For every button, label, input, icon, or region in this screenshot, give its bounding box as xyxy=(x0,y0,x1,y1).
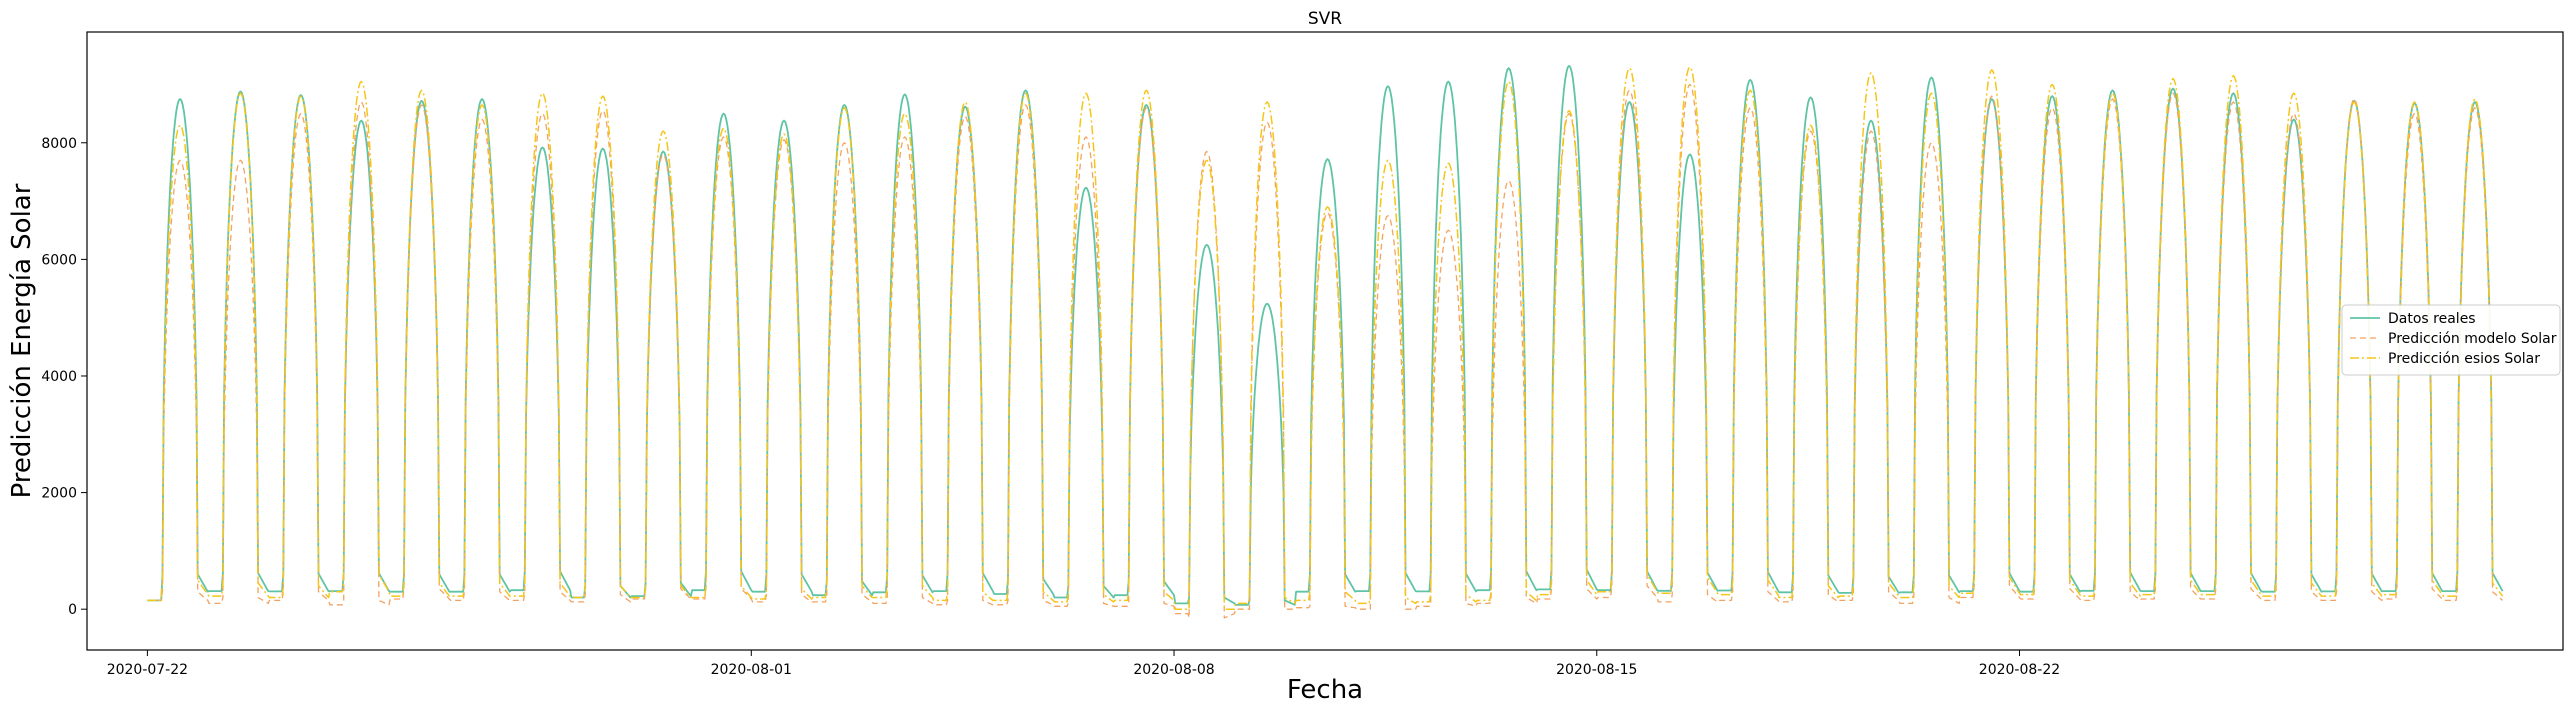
y-axis: 0 2000 4000 6000 8000 xyxy=(41,136,87,618)
series-line-3 xyxy=(147,66,2504,610)
legend-label: Predicción modelo Solar xyxy=(2388,331,2557,347)
y-axis-title: Predicción Energía Solar xyxy=(7,183,37,498)
x-tick-label: 2020-08-08 xyxy=(1133,662,1214,678)
legend-box xyxy=(2341,304,2561,376)
plot-frame xyxy=(86,31,2564,651)
x-axis-title: Fecha xyxy=(1287,675,1363,705)
y-tick-label: 6000 xyxy=(41,252,77,268)
x-tick-label: 2020-08-22 xyxy=(1979,662,2060,678)
y-tick-label: 0 xyxy=(68,602,77,618)
legend-label: Predicción esios Solar xyxy=(2388,351,2540,367)
legend: Datos reales Predicción modelo Solar Predi… xyxy=(2341,304,2561,376)
series-line-2 xyxy=(147,83,2504,619)
x-tick-label: 2020-08-15 xyxy=(1556,662,1637,678)
x-axis: 2020-07-22 2020-08-01 2020-08-08 2020-08-15… xyxy=(107,650,2060,678)
y-tick-label: 8000 xyxy=(41,136,77,152)
series-line-1 xyxy=(147,64,2504,606)
x-tick-label: 2020-07-22 xyxy=(107,662,188,678)
chart-title: SVR xyxy=(1308,9,1342,29)
x-tick-label: 2020-08-01 xyxy=(711,662,792,678)
y-tick-label: 2000 xyxy=(41,486,77,502)
y-tick-label: 4000 xyxy=(41,369,77,385)
series-lines xyxy=(147,64,2504,619)
legend-label: Datos reales xyxy=(2388,311,2476,327)
